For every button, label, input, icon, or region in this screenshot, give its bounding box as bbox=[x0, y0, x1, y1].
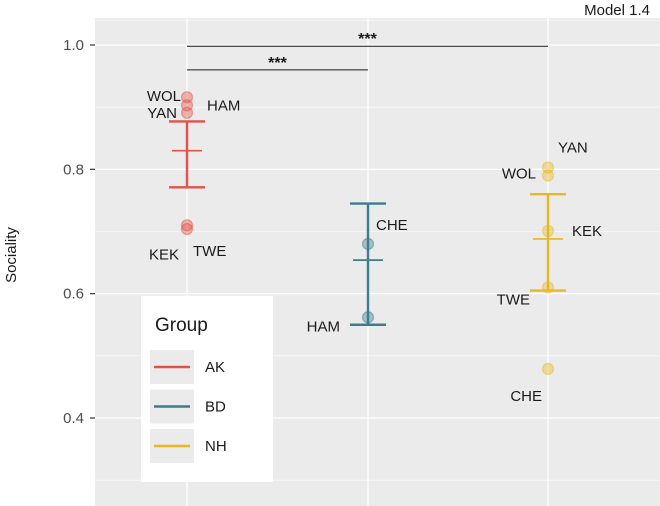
legend-label: BD bbox=[205, 399, 226, 416]
data-point bbox=[180, 219, 194, 232]
data-point bbox=[541, 169, 555, 182]
data-point bbox=[541, 362, 555, 376]
significance-annotations: *** *** bbox=[187, 31, 548, 72]
series-nh: YAN WOL KEK TWE CHE bbox=[497, 139, 602, 404]
significance-label: *** bbox=[358, 31, 377, 48]
point-label: HAM bbox=[207, 97, 240, 114]
model-label: Model 1.4 bbox=[584, 2, 650, 19]
y-tick-label: 0.4 bbox=[63, 410, 84, 427]
point-label: YAN bbox=[147, 105, 177, 122]
series-bd: CHE HAM bbox=[307, 202, 408, 335]
y-tick-label: 0.8 bbox=[63, 161, 84, 178]
point-label: TWE bbox=[193, 243, 226, 260]
series-ak: WOL HAM YAN KEK TWE bbox=[147, 88, 241, 263]
y-tick-label: 0.6 bbox=[63, 286, 84, 303]
point-label: YAN bbox=[558, 139, 588, 156]
data-point bbox=[180, 99, 194, 112]
data-point bbox=[180, 91, 194, 104]
y-axis-label: Sociality bbox=[3, 227, 20, 283]
y-axis: 0.4 0.6 0.8 1.0 bbox=[63, 37, 95, 427]
point-label: WOL bbox=[502, 166, 536, 183]
data-point bbox=[180, 222, 194, 236]
point-label: HAM bbox=[307, 318, 340, 335]
point-label: WOL bbox=[147, 88, 181, 105]
y-tick-label: 1.0 bbox=[63, 37, 84, 54]
point-label: TWE bbox=[497, 291, 530, 308]
grid-lines bbox=[95, 18, 660, 506]
legend: Group AK BD NH bbox=[141, 296, 273, 482]
data-point bbox=[541, 161, 555, 174]
point-label: CHE bbox=[376, 217, 408, 234]
legend-label: NH bbox=[205, 438, 227, 455]
data-point bbox=[180, 106, 194, 119]
point-label: KEK bbox=[572, 223, 602, 240]
legend-label: AK bbox=[205, 359, 225, 376]
point-label: CHE bbox=[510, 388, 542, 405]
point-label: KEK bbox=[149, 246, 179, 263]
significance-label: *** bbox=[268, 55, 287, 72]
legend-title: Group bbox=[155, 315, 208, 336]
